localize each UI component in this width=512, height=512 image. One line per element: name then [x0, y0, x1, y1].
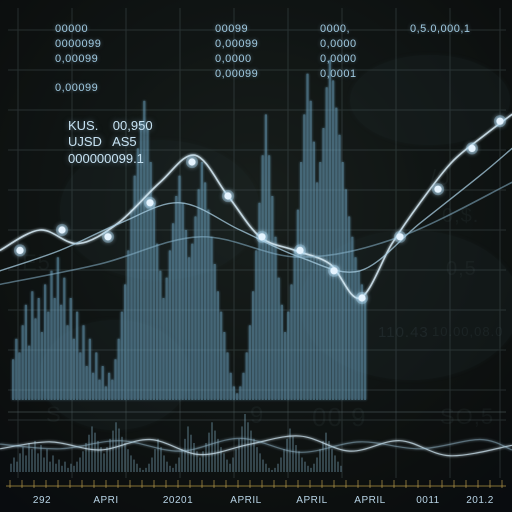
ghost-label-5: 10.00,08.0: [432, 324, 503, 339]
ghost-label-1: 0,$.: [442, 205, 479, 228]
ghost-label-2: 0,5: [446, 258, 477, 281]
x-axis-label-5: APRIL: [354, 495, 385, 506]
ghost-label-7: 9: [250, 402, 264, 430]
ghost-label-4: 110.43: [378, 324, 429, 341]
x-axis-label-2: 20201: [163, 495, 193, 506]
header-readout-0: 00000 0000099 0,00099 0,00099: [55, 22, 101, 96]
x-axis-label-7: 201.2: [466, 495, 494, 506]
header-readout-2: 0000, 0,0000 0,0000 0,0001: [320, 22, 357, 81]
ghost-label-3: E5: [22, 250, 51, 276]
financial-chart-panel: 00000 0000099 0,00099 0,00099 00099 0,000…: [0, 0, 512, 512]
x-axis-label-3: APRIL: [230, 495, 261, 506]
header-readout-3: 0,5.0,000,1: [410, 22, 471, 37]
x-axis-label-4: APRIL: [296, 495, 327, 506]
ghost-label-8: SO,5: [440, 404, 494, 430]
ghost-label-0: /0: [430, 165, 450, 191]
x-axis-label-6: 0011: [416, 495, 440, 506]
header-readout-1: 00099 0,00099 0,0000 0,00099: [215, 22, 258, 81]
ghost-label-9: S: [46, 402, 62, 428]
x-axis-label-0: 292: [33, 495, 51, 506]
x-axis-label-1: APRI: [93, 495, 118, 506]
ghost-label-6: 00 9: [312, 402, 367, 433]
ticker-block: KUS. 00,950 UJSD AS5 000000099.1: [68, 118, 153, 167]
